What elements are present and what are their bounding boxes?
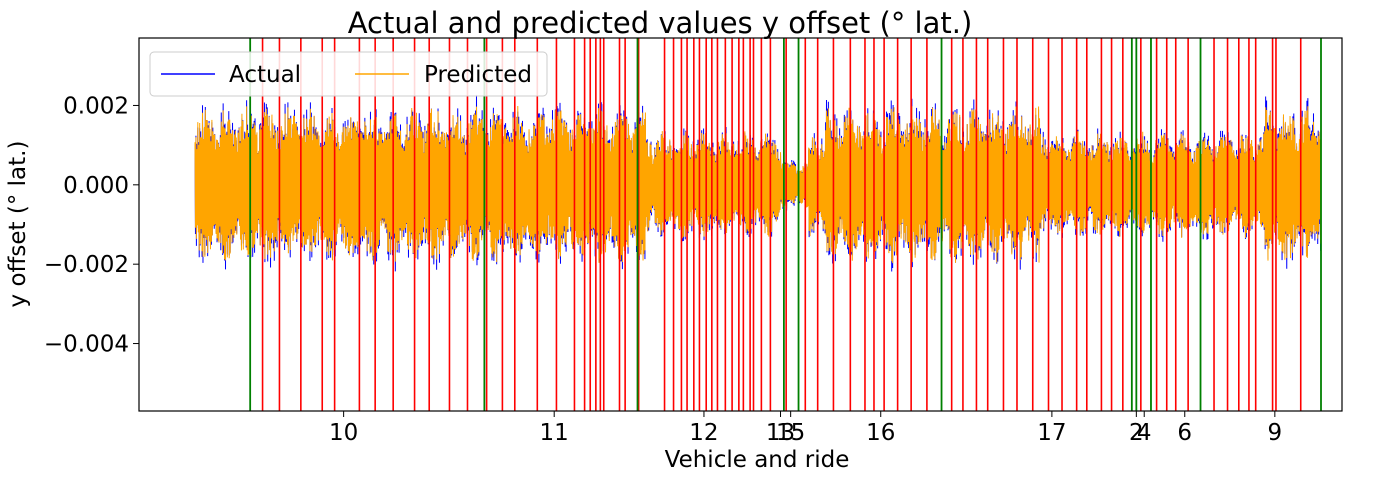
x-tick-label: 12 <box>689 420 718 446</box>
x-tick-label: 16 <box>866 420 895 446</box>
y-tick-label: 0.002 <box>63 93 129 119</box>
y-tick-label: −0.004 <box>44 332 129 358</box>
y-tick-label: 0.000 <box>63 173 129 199</box>
legend-label-actual: Actual <box>229 62 301 88</box>
legend: Actual Predicted <box>149 51 548 97</box>
x-tick-label: 4 <box>1137 420 1152 446</box>
plot-frame <box>138 37 1343 412</box>
x-axis-label: Vehicle and ride <box>665 447 850 473</box>
x-tick-label: 15 <box>776 420 805 446</box>
x-tick-label: 17 <box>1037 420 1066 446</box>
x-tick-label: 13 <box>766 420 795 446</box>
x-tick-label: 9 <box>1268 420 1283 446</box>
legend-label-predicted: Predicted <box>424 62 532 88</box>
x-tick-label: 2 <box>1129 420 1144 446</box>
x-tick-label: 11 <box>540 420 569 446</box>
series-line-predicted <box>194 105 1322 264</box>
y-axis: 0.002 0.000 −0.002 −0.004 <box>44 93 139 358</box>
series-layer <box>194 94 1322 272</box>
x-tick-label: 10 <box>329 420 358 446</box>
vertical-markers <box>249 38 1322 411</box>
x-tick-label: 6 <box>1177 420 1192 446</box>
chart-title: Actual and predicted values y offset (° … <box>348 6 973 40</box>
y-axis-label: y offset (° lat.) <box>5 141 31 308</box>
y-tick-label: −0.002 <box>44 252 129 278</box>
legend-box <box>149 51 548 97</box>
